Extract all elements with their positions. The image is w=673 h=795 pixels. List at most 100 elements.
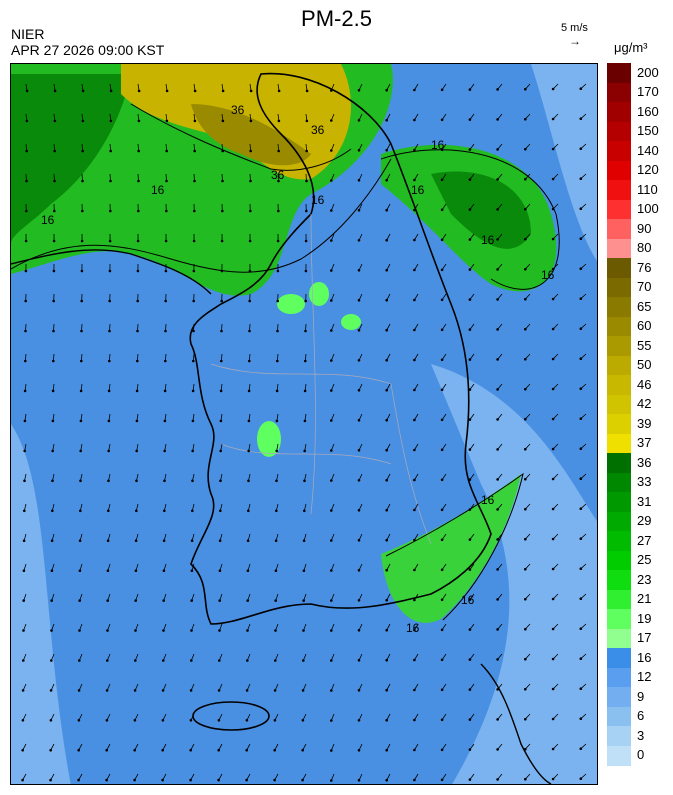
- wind-vector-head: [385, 688, 389, 692]
- wind-vector-head: [468, 478, 472, 481]
- wind-vector-head: [440, 508, 444, 512]
- wind-vector-head: [468, 238, 472, 241]
- wind-vector-head: [274, 629, 277, 632]
- wind-vector-head: [496, 718, 499, 721]
- wind-vector-head: [385, 538, 389, 542]
- wind-vector-head: [413, 238, 416, 242]
- wind-vector-head: [413, 358, 416, 362]
- wind-vector-head: [468, 328, 472, 331]
- wind-vector-head: [523, 207, 527, 211]
- wind-vector-head: [246, 659, 249, 662]
- wind-vector-head: [53, 119, 57, 123]
- wind-vector-head: [357, 628, 361, 632]
- wind-vector-head: [385, 148, 389, 152]
- wind-vector-head: [468, 88, 472, 91]
- wind-vector-head: [385, 358, 389, 362]
- contour-label: 16: [541, 268, 555, 282]
- wind-vector-head: [523, 717, 527, 721]
- wind-vector-head: [133, 778, 136, 782]
- agency-label: NIER: [11, 26, 45, 42]
- wind-vector-head: [193, 89, 197, 93]
- wind-vector-head: [273, 718, 277, 722]
- wind-vector-head: [440, 388, 444, 392]
- wind-vector-head: [579, 237, 583, 241]
- wind-vector-head: [190, 629, 193, 632]
- wind-vector-head: [413, 478, 416, 482]
- wind-vector-head: [579, 507, 583, 511]
- wind-vector-head: [77, 778, 80, 782]
- wind-vector-head: [468, 148, 472, 151]
- wind-vector-head: [468, 298, 472, 301]
- wind-vector-head: [217, 718, 221, 722]
- wind-vector-head: [134, 569, 138, 573]
- wind-vector-head: [304, 269, 308, 273]
- wind-vectors: [21, 83, 587, 782]
- wind-vector-head: [80, 299, 83, 303]
- wind-vector-head: [496, 658, 499, 661]
- legend-label: 25: [637, 552, 652, 568]
- wind-vector-head: [109, 119, 113, 123]
- wind-vector-head: [496, 628, 499, 631]
- legend-label: 200: [637, 64, 659, 80]
- legend-swatch: [607, 628, 631, 649]
- wind-vector-head: [276, 269, 280, 273]
- legend-label: 120: [637, 162, 659, 178]
- wind-vector-head: [246, 539, 250, 543]
- wind-vector-head: [329, 119, 333, 122]
- wind-vector-head: [22, 659, 25, 662]
- wind-vector-head: [496, 688, 499, 691]
- legend-swatch: [607, 531, 631, 551]
- eastern-coastline: [480, 663, 552, 784]
- wind-vector-head: [219, 509, 222, 513]
- wind-vector-head: [551, 207, 555, 211]
- wind-vector-head: [78, 599, 81, 602]
- wind-vector-head: [496, 238, 499, 241]
- wind-vector-head: [357, 118, 361, 122]
- wind-vector-head: [163, 419, 167, 423]
- color-legend: [607, 63, 631, 766]
- wind-vector-head: [496, 298, 499, 301]
- wind-vector-head: [53, 179, 56, 183]
- wind-vector-head: [385, 418, 389, 422]
- wind-vector-head: [221, 149, 225, 153]
- wind-vector-head: [440, 688, 444, 692]
- wind-vector-head: [579, 357, 583, 361]
- wind-vector-head: [468, 598, 472, 601]
- legend-swatch: [607, 82, 631, 103]
- wind-vector-head: [80, 329, 83, 333]
- wind-vector-head: [385, 208, 389, 212]
- wind-vector-head: [248, 239, 252, 243]
- wind-vector-head: [106, 659, 109, 662]
- legend-label: 27: [637, 532, 652, 548]
- wind-vector-head: [276, 329, 279, 333]
- wind-vector-head: [357, 748, 361, 752]
- wind-vector-head: [551, 537, 555, 541]
- wind-vector-head: [301, 659, 305, 662]
- wind-vector-head: [136, 269, 140, 273]
- wind-vector-head: [218, 569, 222, 573]
- wind-vector-head: [135, 509, 138, 513]
- wind-vector-head: [357, 328, 361, 332]
- wind-vector-head: [551, 597, 555, 601]
- wind-vector-head: [52, 329, 55, 333]
- wind-vector-head: [468, 658, 472, 661]
- wind-vector-head: [440, 178, 444, 182]
- wind-vector-head: [523, 417, 527, 421]
- legend-label: 36: [637, 454, 652, 470]
- wind-vector-head: [579, 297, 583, 301]
- wind-vector-head: [247, 389, 251, 393]
- wind-vector-head: [23, 389, 27, 393]
- wind-vector-head: [551, 777, 555, 781]
- wind-vector-head: [23, 449, 27, 453]
- pm25-map: 16 16 36 36 36 16 16 16 16 16 16 16 16: [10, 63, 598, 785]
- wind-vector-head: [163, 389, 167, 393]
- moderate-concentration-spot: [341, 314, 361, 330]
- wind-vector-head: [137, 119, 141, 123]
- wind-vector-head: [496, 268, 499, 271]
- contour-label: 16: [406, 621, 420, 635]
- wind-vector-head: [440, 238, 444, 242]
- wind-vector-head: [329, 629, 333, 632]
- wind-vector-head: [189, 718, 193, 722]
- wind-vector-head: [357, 418, 361, 422]
- wind-vector-head: [108, 359, 111, 363]
